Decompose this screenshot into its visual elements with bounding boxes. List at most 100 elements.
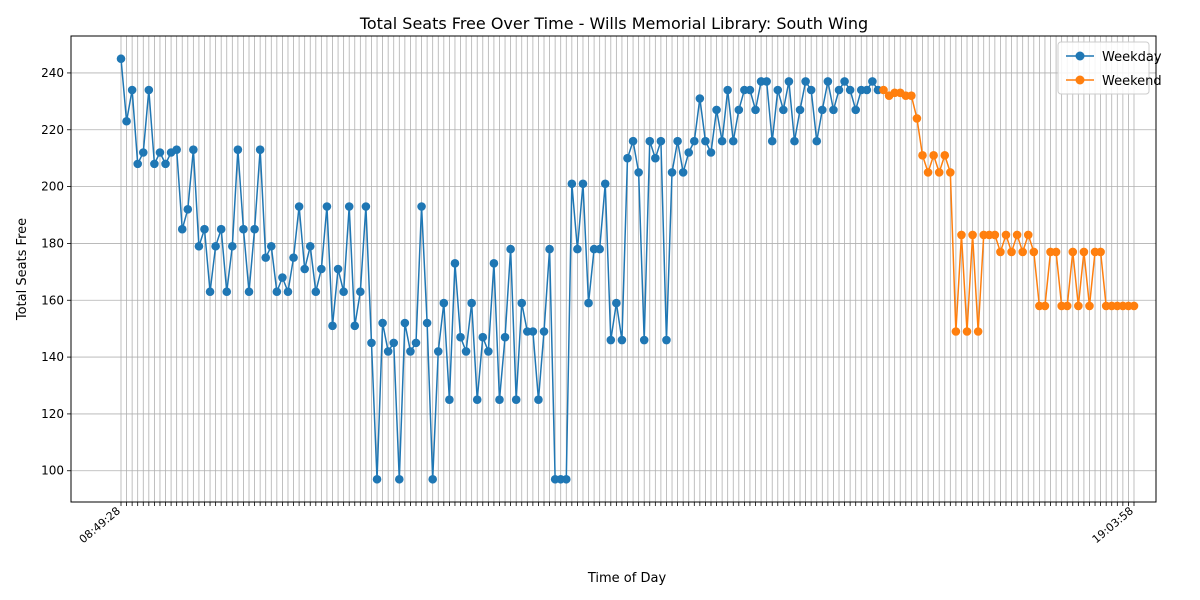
data-point-weekend xyxy=(1085,301,1094,311)
data-point-weekday xyxy=(205,287,215,297)
data-point-weekday xyxy=(806,85,816,95)
data-point-weekday xyxy=(300,264,309,274)
data-point-weekend xyxy=(1029,247,1039,257)
data-point-weekend xyxy=(940,151,950,160)
data-point-weekday xyxy=(617,335,627,345)
data-point-weekend xyxy=(934,168,944,177)
data-point-weekday xyxy=(189,145,198,154)
data-point-weekday xyxy=(484,347,493,356)
data-point-weekday xyxy=(489,259,499,268)
data-point-weekday xyxy=(829,105,838,115)
data-point-weekend xyxy=(1007,247,1016,257)
data-point-weekday xyxy=(222,287,232,297)
data-point-weekday xyxy=(261,253,271,262)
data-point-weekday xyxy=(651,153,660,163)
x-axis-label: Time of Day xyxy=(587,571,667,586)
data-point-weekday xyxy=(228,241,237,251)
data-point-weekday xyxy=(150,159,159,169)
data-point-weekend xyxy=(929,151,938,160)
data-point-weekday xyxy=(684,148,694,157)
data-point-weekday xyxy=(595,244,604,254)
data-point-weekday xyxy=(339,287,348,297)
data-point-weekend xyxy=(1079,247,1089,257)
data-point-weekday xyxy=(356,287,365,297)
data-point-weekday xyxy=(706,148,716,157)
data-point-weekday xyxy=(328,321,337,331)
data-point-weekday xyxy=(840,77,849,86)
data-point-weekday xyxy=(868,77,877,86)
data-point-weekday xyxy=(467,298,476,308)
data-point-weekday xyxy=(239,224,248,234)
data-point-weekend xyxy=(957,230,966,240)
data-point-weekday xyxy=(233,145,243,154)
data-point-weekday xyxy=(584,298,593,308)
data-point-weekday xyxy=(745,85,755,95)
y-tick-label: 120 xyxy=(41,407,64,421)
data-point-weekend xyxy=(907,91,916,100)
data-point-weekend xyxy=(918,151,927,160)
data-point-weekday xyxy=(389,338,399,348)
data-point-weekday xyxy=(294,202,304,211)
data-point-weekday xyxy=(144,85,154,95)
data-point-weekday xyxy=(751,105,760,115)
data-point-weekday xyxy=(289,253,298,262)
data-point-weekday xyxy=(695,94,705,103)
data-point-weekend xyxy=(1051,247,1061,257)
data-point-weekday xyxy=(305,241,315,251)
series-weekday xyxy=(116,54,883,484)
series-layer xyxy=(116,54,1139,484)
data-point-weekday xyxy=(801,77,810,86)
data-point-weekend xyxy=(1096,247,1105,257)
data-point-weekday xyxy=(155,148,165,157)
y-tick-label: 180 xyxy=(41,236,64,250)
data-point-weekday xyxy=(122,116,131,126)
data-point-weekday xyxy=(539,327,549,336)
data-point-weekend xyxy=(968,230,977,240)
data-point-weekday xyxy=(322,202,332,211)
data-point-weekday xyxy=(283,287,293,297)
data-point-weekend xyxy=(912,114,922,123)
data-point-weekday xyxy=(851,105,861,115)
y-axis-ticks: 100 120 140 160 180 200 220 240 xyxy=(41,66,71,478)
data-point-weekday xyxy=(172,145,181,154)
data-point-weekday xyxy=(472,395,482,405)
data-point-weekend xyxy=(973,327,983,336)
data-point-weekday xyxy=(506,244,515,254)
data-point-weekday xyxy=(779,105,788,115)
data-point-weekend xyxy=(946,168,955,177)
data-point-weekday xyxy=(433,347,443,356)
data-point-weekend xyxy=(1012,230,1022,240)
data-point-weekday xyxy=(701,136,710,146)
data-point-weekday xyxy=(545,244,554,254)
data-point-weekday xyxy=(578,179,588,189)
data-point-weekday xyxy=(561,474,571,484)
data-point-weekday xyxy=(845,85,855,95)
data-point-weekday xyxy=(795,105,805,115)
data-point-weekday xyxy=(422,318,432,328)
data-point-weekday xyxy=(495,395,504,405)
data-point-weekday xyxy=(177,224,187,234)
data-point-weekday xyxy=(383,347,393,356)
data-point-weekday xyxy=(689,136,699,146)
data-point-weekday xyxy=(317,264,326,274)
plot-frame xyxy=(70,35,1157,503)
data-point-weekday xyxy=(456,332,465,342)
data-point-weekday xyxy=(862,85,872,95)
data-point-weekday xyxy=(534,395,543,405)
data-point-weekday xyxy=(428,474,437,484)
data-point-weekday xyxy=(344,202,354,211)
legend: Weekday Weekend xyxy=(1057,41,1162,95)
series-line-weekend xyxy=(882,89,1134,332)
data-point-weekday xyxy=(183,205,193,214)
y-axis-label: Total Seats Free xyxy=(15,218,30,321)
data-point-weekday xyxy=(478,332,488,342)
legend-weekday-label: Weekday xyxy=(1102,50,1162,65)
data-point-weekday xyxy=(266,241,276,251)
data-point-weekday xyxy=(439,298,449,308)
data-point-weekday xyxy=(667,168,677,177)
series-weekend xyxy=(879,85,1139,336)
legend-weekend-label: Weekend xyxy=(1102,74,1162,89)
data-point-weekday xyxy=(723,85,732,95)
data-point-weekday xyxy=(406,347,415,356)
data-point-weekend xyxy=(1129,301,1139,311)
